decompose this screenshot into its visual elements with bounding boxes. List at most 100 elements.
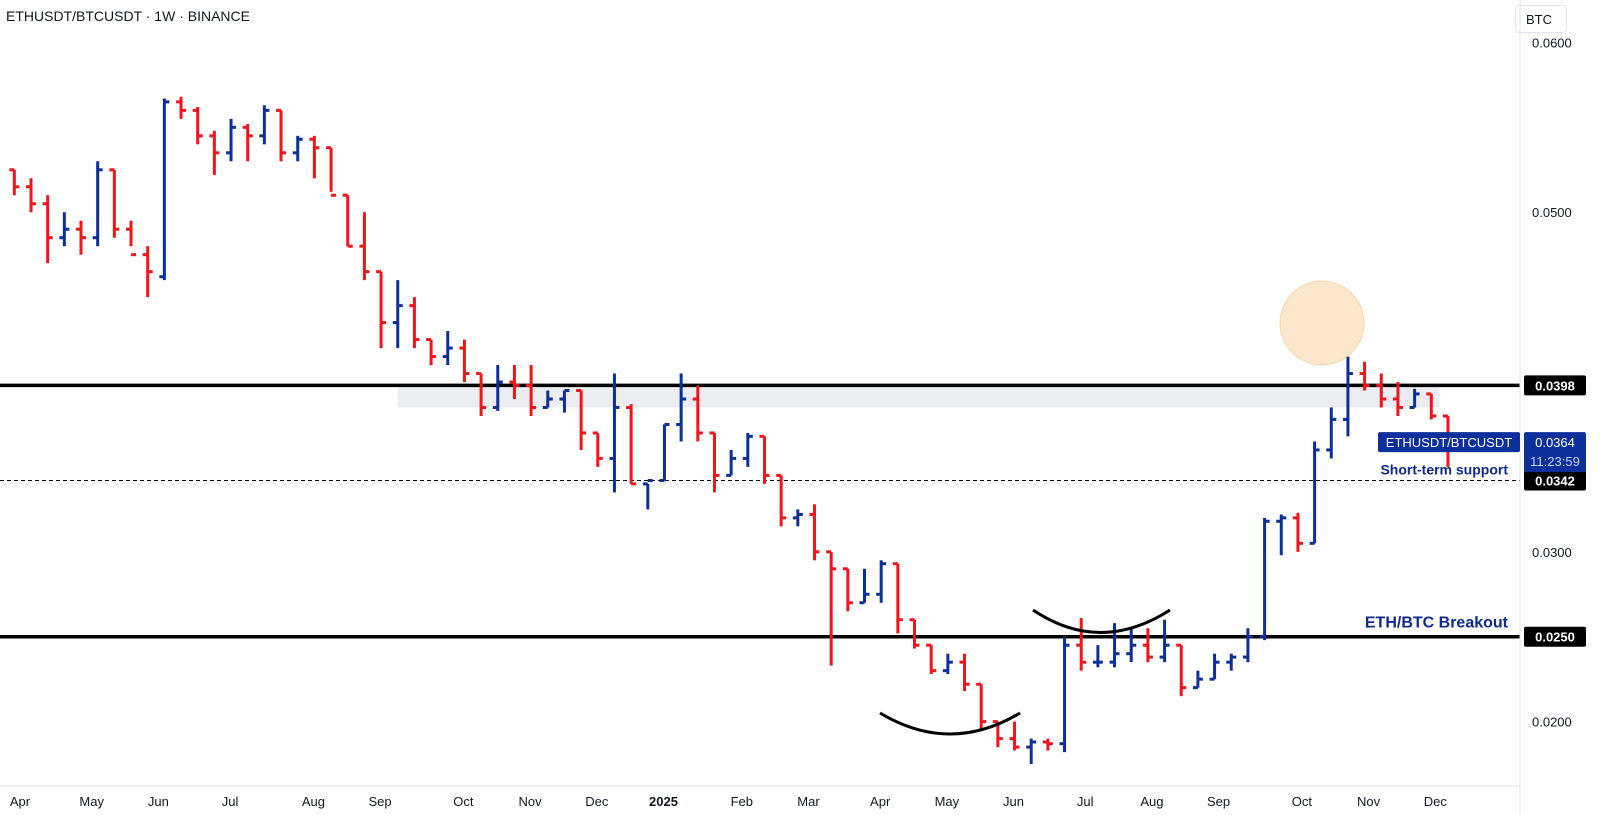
ohlc-bar	[509, 365, 520, 400]
ohlc-bar	[526, 365, 537, 416]
ohlc-bar	[1376, 373, 1387, 408]
ohlc-bar	[342, 193, 353, 248]
right-shoulder-curve	[1032, 608, 1171, 634]
ohlc-bar	[309, 135, 320, 179]
ohlc-bar	[76, 220, 87, 255]
ohlc-bar	[876, 560, 887, 603]
ohlc-bar	[726, 449, 737, 477]
x-tick-label: Sep	[1207, 794, 1230, 809]
ohlc-bar	[209, 130, 220, 175]
x-tick-label: Dec	[1424, 794, 1448, 809]
ohlc-bar	[659, 422, 670, 483]
ohlc-bar	[759, 434, 770, 484]
ohlc-bar	[842, 567, 853, 612]
ohlc-bar	[459, 339, 470, 383]
ohlc-bar	[1226, 653, 1237, 671]
ohlc-bar	[1292, 512, 1303, 552]
ohlc-bar	[476, 372, 487, 416]
ohlc-bar	[976, 682, 987, 731]
ohlc-bar	[859, 568, 870, 605]
ohlc-bar	[1042, 738, 1053, 751]
ohlc-bar	[1009, 721, 1020, 751]
ohlc-bar	[1026, 738, 1037, 765]
last-price-value: 0.0364	[1535, 435, 1575, 450]
level-value-1: 0.0342	[1535, 474, 1575, 489]
ohlc-bar	[1342, 356, 1353, 437]
y-tick-label: 0.0300	[1532, 545, 1572, 560]
ohlc-bar	[676, 373, 687, 442]
level-value-0: 0.0398	[1535, 378, 1575, 393]
ohlc-bar	[326, 146, 337, 197]
ohlc-bar	[792, 509, 803, 527]
ohlc-bar	[742, 432, 753, 467]
ohlc-bar	[9, 168, 20, 196]
ohlc-bar	[226, 118, 237, 162]
ohlc-bar	[559, 389, 570, 413]
ohlc-bar	[1092, 645, 1103, 668]
x-tick-label: Oct	[1292, 794, 1313, 809]
y-tick-label: 0.0200	[1532, 715, 1572, 730]
ohlc-bar	[1409, 388, 1420, 409]
ohlc-bar	[42, 195, 53, 264]
level-annotation-2: ETH/BTC Breakout	[1365, 615, 1509, 632]
x-tick-label: May	[935, 794, 960, 809]
x-tick-label: Sep	[369, 794, 392, 809]
resistance-zone	[397, 385, 1440, 408]
x-tick-label: Dec	[585, 794, 609, 809]
ohlc-bar	[992, 720, 1003, 748]
ohlc-bar	[1209, 653, 1220, 681]
ohlc-bar	[942, 653, 953, 675]
last-price-badge	[1524, 432, 1586, 473]
level-value-2: 0.0250	[1535, 630, 1575, 645]
ohlc-bar	[426, 338, 437, 366]
ohlc-bar	[1326, 407, 1337, 459]
ohlc-bar	[59, 212, 70, 247]
ohlc-bar	[1276, 514, 1287, 556]
ohlc-bar	[1126, 628, 1137, 663]
ohlc-bar	[1176, 643, 1187, 697]
ohlc-bar	[1192, 670, 1203, 690]
current-price-highlight	[1279, 280, 1365, 366]
ohlc-bar	[892, 562, 903, 634]
x-tick-label: Feb	[731, 794, 753, 809]
x-tick-label: Mar	[797, 794, 820, 809]
ohlc-bar	[609, 373, 620, 493]
last-price-symbol: ETHUSDT/BTCUSDT	[1386, 435, 1512, 450]
x-tick-label: Aug	[302, 794, 325, 809]
ohlc-bar	[109, 168, 120, 238]
ohlc-bar	[192, 106, 203, 145]
ohlc-bar	[159, 98, 170, 281]
ohlc-bar	[1259, 517, 1270, 641]
ohlc-bar	[626, 404, 637, 486]
ohlc-bar	[1359, 361, 1370, 391]
level-annotation-1: Short-term support	[1380, 462, 1508, 478]
level-badge-1	[1524, 470, 1586, 491]
unit-button[interactable]: BTC	[1515, 5, 1567, 33]
chart-symbol-header: ETHUSDT/BTCUSDT · 1W · BINANCE	[6, 8, 250, 24]
ohlc-bar	[492, 365, 503, 411]
x-tick-label: Apr	[870, 794, 891, 809]
x-tick-label: Jun	[148, 794, 169, 809]
x-tick-label: Nov	[519, 794, 543, 809]
ohlc-bar	[392, 280, 403, 349]
ohlc-bar	[359, 212, 370, 281]
last-price-symbol-badge	[1378, 432, 1520, 453]
ohlc-bar	[276, 108, 287, 162]
x-tick-label: Jul	[222, 794, 239, 809]
ohlc-bar	[1059, 636, 1070, 753]
x-tick-label: Aug	[1140, 794, 1163, 809]
ohlc-bar	[1076, 618, 1087, 671]
ohlc-bar	[592, 431, 603, 467]
x-tick-label: Jun	[1003, 794, 1024, 809]
ohlc-bar	[692, 385, 703, 442]
ohlc-bar	[1426, 392, 1437, 420]
ohlc-bar	[576, 389, 587, 450]
ohlc-bar	[292, 135, 303, 162]
x-tick-label: Apr	[10, 794, 31, 809]
ohlc-bar	[959, 653, 970, 692]
ohlc-bar	[376, 270, 387, 349]
ohlc-bar	[1142, 628, 1153, 663]
ohlc-bar	[809, 504, 820, 561]
ohlc-bar	[642, 479, 653, 510]
